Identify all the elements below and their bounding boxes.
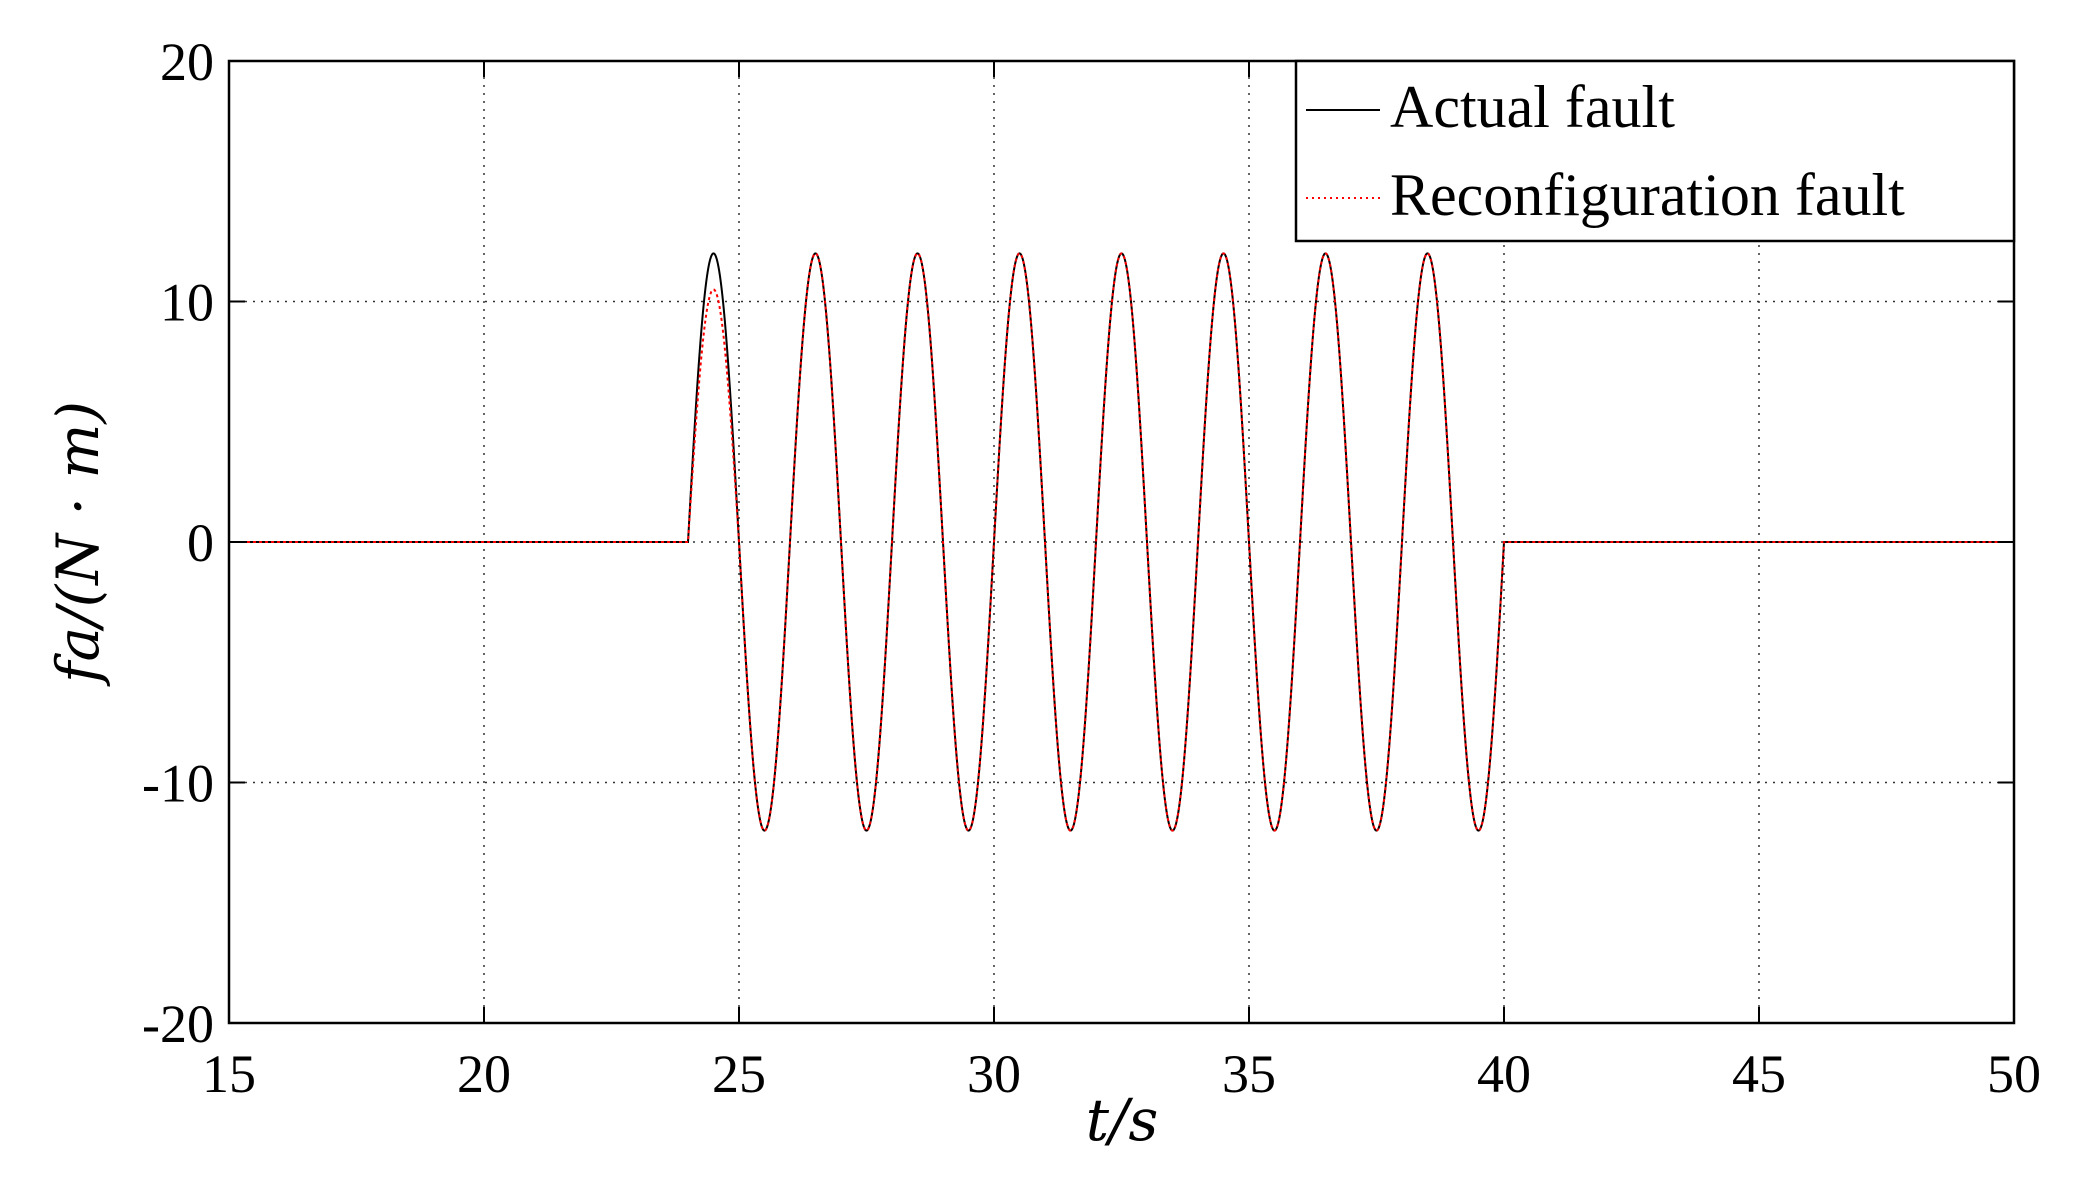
x-axis-label: t/s: [1086, 1086, 1159, 1154]
x-tick-label: 50: [1987, 1044, 2041, 1104]
y-tick-label: 0: [187, 513, 214, 573]
legend: Actual fault Reconfiguration fault: [1294, 59, 2016, 243]
y-tick-label: 10: [160, 273, 214, 333]
x-tick-label: 40: [1477, 1044, 1531, 1104]
x-tick-label: 25: [712, 1044, 766, 1104]
y-tick-label: -20: [142, 994, 214, 1054]
series-line-reconfiguration-fault: [229, 252, 2014, 832]
x-tick-label: 20: [457, 1044, 511, 1104]
y-tick-label: -10: [142, 754, 214, 814]
legend-box: [1294, 59, 2016, 243]
legend-label-reconfiguration: Reconfiguration fault: [1390, 162, 1905, 228]
y-tick-label: 20: [160, 32, 214, 92]
x-tick-label: 15: [202, 1044, 256, 1104]
legend-label-actual: Actual fault: [1390, 74, 1675, 140]
x-tick-label: 35: [1222, 1044, 1276, 1104]
x-tick-label: 30: [967, 1044, 1021, 1104]
x-tick-label: 45: [1732, 1044, 1786, 1104]
y-axis-label: fa/(N · m): [44, 401, 112, 687]
series-layer: [229, 252, 2014, 832]
tick-labels: 15 20 25 30 35 40 45 50 -20 -10 0 10 20: [142, 32, 2041, 1104]
